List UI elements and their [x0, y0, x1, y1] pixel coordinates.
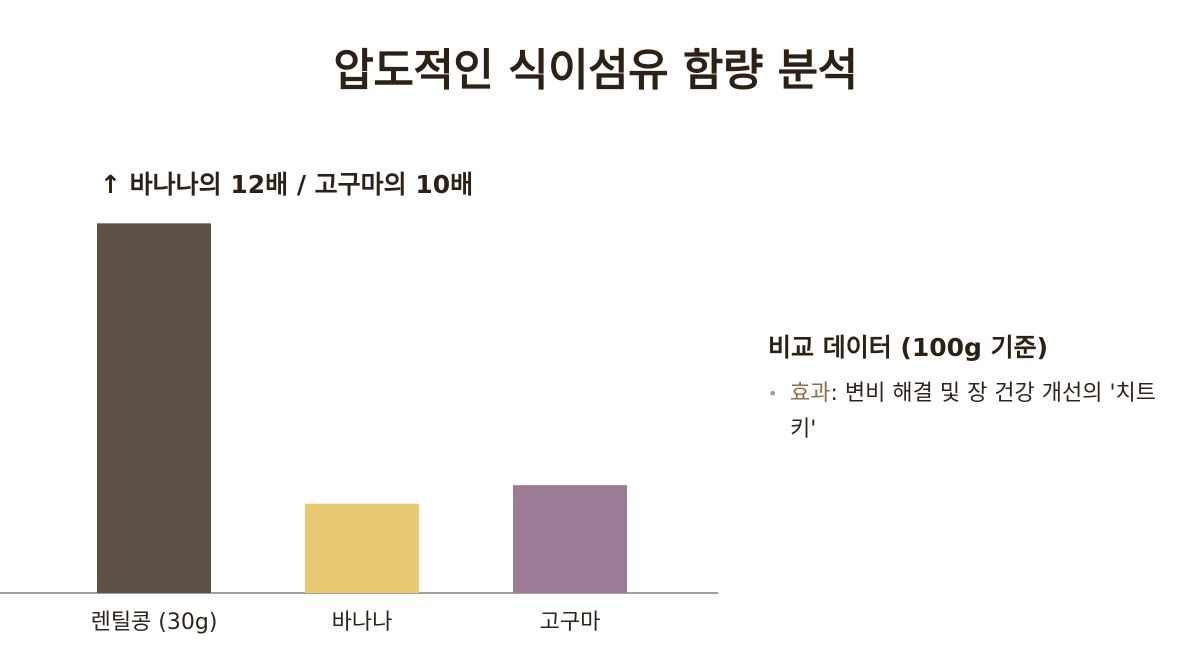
bar-chart: 렌틸콩 (30g) 바나나 고구마	[0, 223, 718, 635]
bar-0	[97, 223, 211, 594]
x-tick-label-1: 바나나	[332, 610, 393, 635]
tick-labels-group: 렌틸콩 (30g) 바나나 고구마	[91, 610, 601, 635]
bullet-icon: •	[768, 384, 778, 403]
comparison-item-text: 효과: 변비 해결 및 장 건강 개선의 '치트키'	[790, 376, 1178, 448]
effect-description: : 변비 해결 및 장 건강 개선의 '치트키'	[790, 381, 1157, 442]
chart-annotation: ↑ 바나나의 12배 / 고구마의 10배	[100, 170, 474, 199]
bar-1	[305, 503, 419, 593]
effect-label: 효과	[790, 381, 831, 406]
x-tick-label-0: 렌틸콩 (30g)	[91, 610, 218, 635]
comparison-panel: 비교 데이터 (100g 기준) • 효과: 변비 해결 및 장 건강 개선의 …	[768, 328, 1178, 448]
comparison-item: • 효과: 변비 해결 및 장 건강 개선의 '치트키'	[768, 376, 1178, 448]
bar-2	[513, 485, 627, 593]
page-title: 압도적인 식이섬유 함량 분석	[333, 45, 858, 96]
bars-group	[97, 223, 627, 594]
x-tick-label-2: 고구마	[540, 610, 601, 635]
comparison-title: 비교 데이터 (100g 기준)	[768, 333, 1049, 362]
